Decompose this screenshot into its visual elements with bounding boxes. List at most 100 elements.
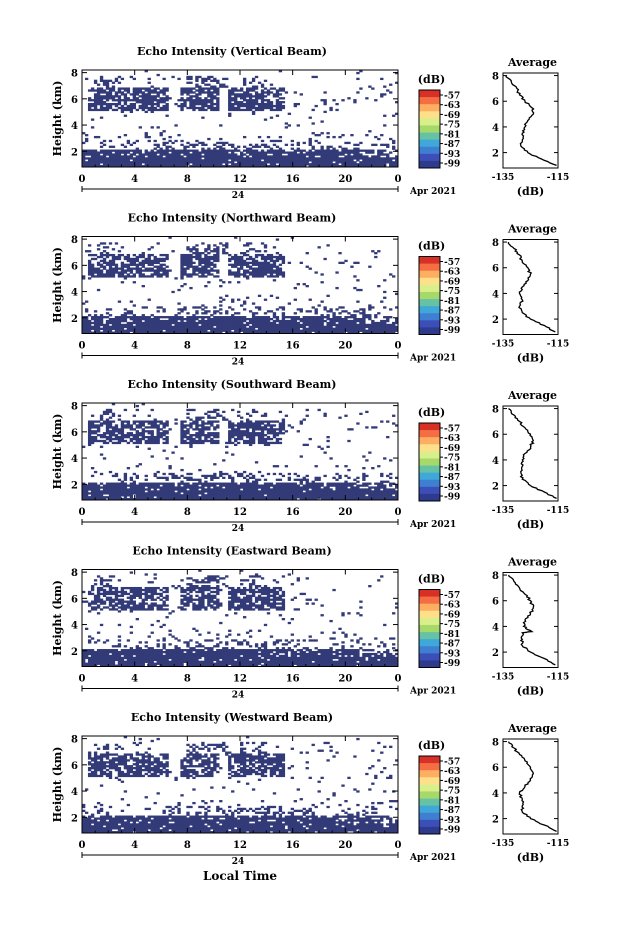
echo-cell bbox=[123, 408, 128, 412]
echo-cell bbox=[245, 108, 250, 112]
echo-cell bbox=[189, 253, 193, 257]
echo-cell bbox=[210, 97, 214, 100]
echo-cell bbox=[123, 165, 128, 168]
echo-cell bbox=[269, 321, 274, 325]
echo-cell bbox=[177, 488, 181, 491]
echo-cell bbox=[138, 316, 142, 319]
echo-cell bbox=[284, 161, 289, 164]
echo-cell bbox=[305, 492, 309, 495]
echo-cell bbox=[275, 165, 280, 168]
echo-cell bbox=[195, 267, 199, 270]
echo-cell bbox=[171, 329, 175, 332]
echo-cell bbox=[290, 143, 295, 147]
echo-cell bbox=[120, 163, 125, 166]
echo-cell bbox=[132, 414, 137, 417]
echo-cell bbox=[204, 104, 208, 108]
echo-cell bbox=[216, 321, 220, 325]
echo-cell bbox=[102, 486, 107, 489]
echo-cell bbox=[225, 294, 229, 297]
echo-cell bbox=[132, 435, 137, 439]
echo-cell bbox=[314, 331, 318, 334]
echo-cell bbox=[183, 490, 187, 493]
echo-cell bbox=[198, 424, 202, 427]
echo-cell bbox=[183, 476, 187, 480]
echo-cell bbox=[192, 439, 196, 443]
echo-cell bbox=[108, 435, 113, 439]
echo-cell bbox=[293, 312, 297, 315]
echo-cell bbox=[302, 149, 306, 152]
echo-cell bbox=[281, 273, 286, 276]
echo-cell bbox=[144, 106, 148, 110]
echo-cells bbox=[82, 403, 399, 501]
echo-cell bbox=[272, 165, 277, 168]
echo-cell bbox=[183, 420, 187, 423]
echo-cell bbox=[126, 265, 131, 268]
echo-cell bbox=[183, 269, 187, 272]
echo-cell bbox=[248, 147, 253, 150]
echo-cell bbox=[228, 498, 232, 501]
echo-cell bbox=[323, 151, 327, 154]
echo-cell bbox=[120, 482, 125, 485]
echo-cell bbox=[126, 420, 131, 423]
echo-cell bbox=[213, 482, 217, 485]
echo-cell bbox=[82, 132, 86, 135]
echo-cell bbox=[129, 496, 134, 499]
echo-cell bbox=[180, 257, 184, 261]
echo-cell bbox=[293, 484, 297, 487]
echo-cell bbox=[201, 79, 205, 82]
echo-cell bbox=[93, 163, 98, 166]
echo-cell bbox=[260, 414, 265, 417]
echo-cell bbox=[144, 317, 148, 321]
echo-cell bbox=[260, 420, 265, 423]
echo-cell bbox=[186, 93, 190, 96]
echo-cell bbox=[135, 161, 139, 164]
echo-cell bbox=[216, 97, 220, 100]
echo-cell bbox=[168, 327, 172, 330]
echo-cell bbox=[93, 430, 98, 433]
echo-cell bbox=[96, 267, 101, 270]
echo-cell bbox=[153, 494, 157, 497]
echo-cell bbox=[174, 486, 178, 489]
echo-cell bbox=[365, 329, 369, 332]
echo-cell bbox=[156, 434, 160, 437]
echo-cell bbox=[108, 151, 113, 154]
echo-cell bbox=[281, 331, 286, 334]
echo-cell bbox=[392, 161, 396, 164]
echo-cell bbox=[305, 498, 309, 501]
echo-cell bbox=[123, 490, 128, 493]
echo-cell bbox=[123, 89, 128, 92]
echo-cell bbox=[156, 87, 160, 90]
echo-cell bbox=[168, 486, 172, 489]
echo-cell bbox=[213, 498, 217, 501]
echo-cell bbox=[150, 435, 154, 439]
echo-cell bbox=[102, 323, 107, 327]
echo-cell bbox=[216, 149, 220, 152]
echo-cell bbox=[207, 99, 211, 102]
echo-cell bbox=[335, 108, 339, 112]
echo-cell bbox=[102, 83, 107, 86]
echo-cell bbox=[257, 306, 262, 309]
echo-cell bbox=[87, 89, 92, 92]
echo-cell bbox=[210, 432, 214, 435]
echo-cell bbox=[266, 161, 271, 164]
echo-cell bbox=[111, 441, 116, 445]
echo-cell bbox=[195, 253, 199, 257]
echo-cell bbox=[129, 482, 134, 485]
echo-cell bbox=[287, 151, 292, 154]
echo-cell bbox=[207, 93, 211, 96]
echo-cell bbox=[383, 290, 387, 294]
echo-cell bbox=[228, 434, 232, 437]
echo-cell bbox=[132, 99, 137, 102]
echo-cell bbox=[102, 95, 107, 98]
echo-cell bbox=[153, 261, 157, 265]
echo-cell bbox=[204, 434, 208, 437]
echo-cell bbox=[216, 81, 220, 84]
echo-cell bbox=[189, 418, 193, 421]
echo-cell bbox=[320, 147, 324, 150]
echo-cell bbox=[102, 420, 107, 423]
echo-cell bbox=[240, 267, 244, 270]
echo-cell bbox=[260, 426, 265, 429]
echo-cell bbox=[99, 116, 104, 119]
echo-cell bbox=[320, 317, 324, 321]
echo-cell bbox=[219, 124, 223, 127]
